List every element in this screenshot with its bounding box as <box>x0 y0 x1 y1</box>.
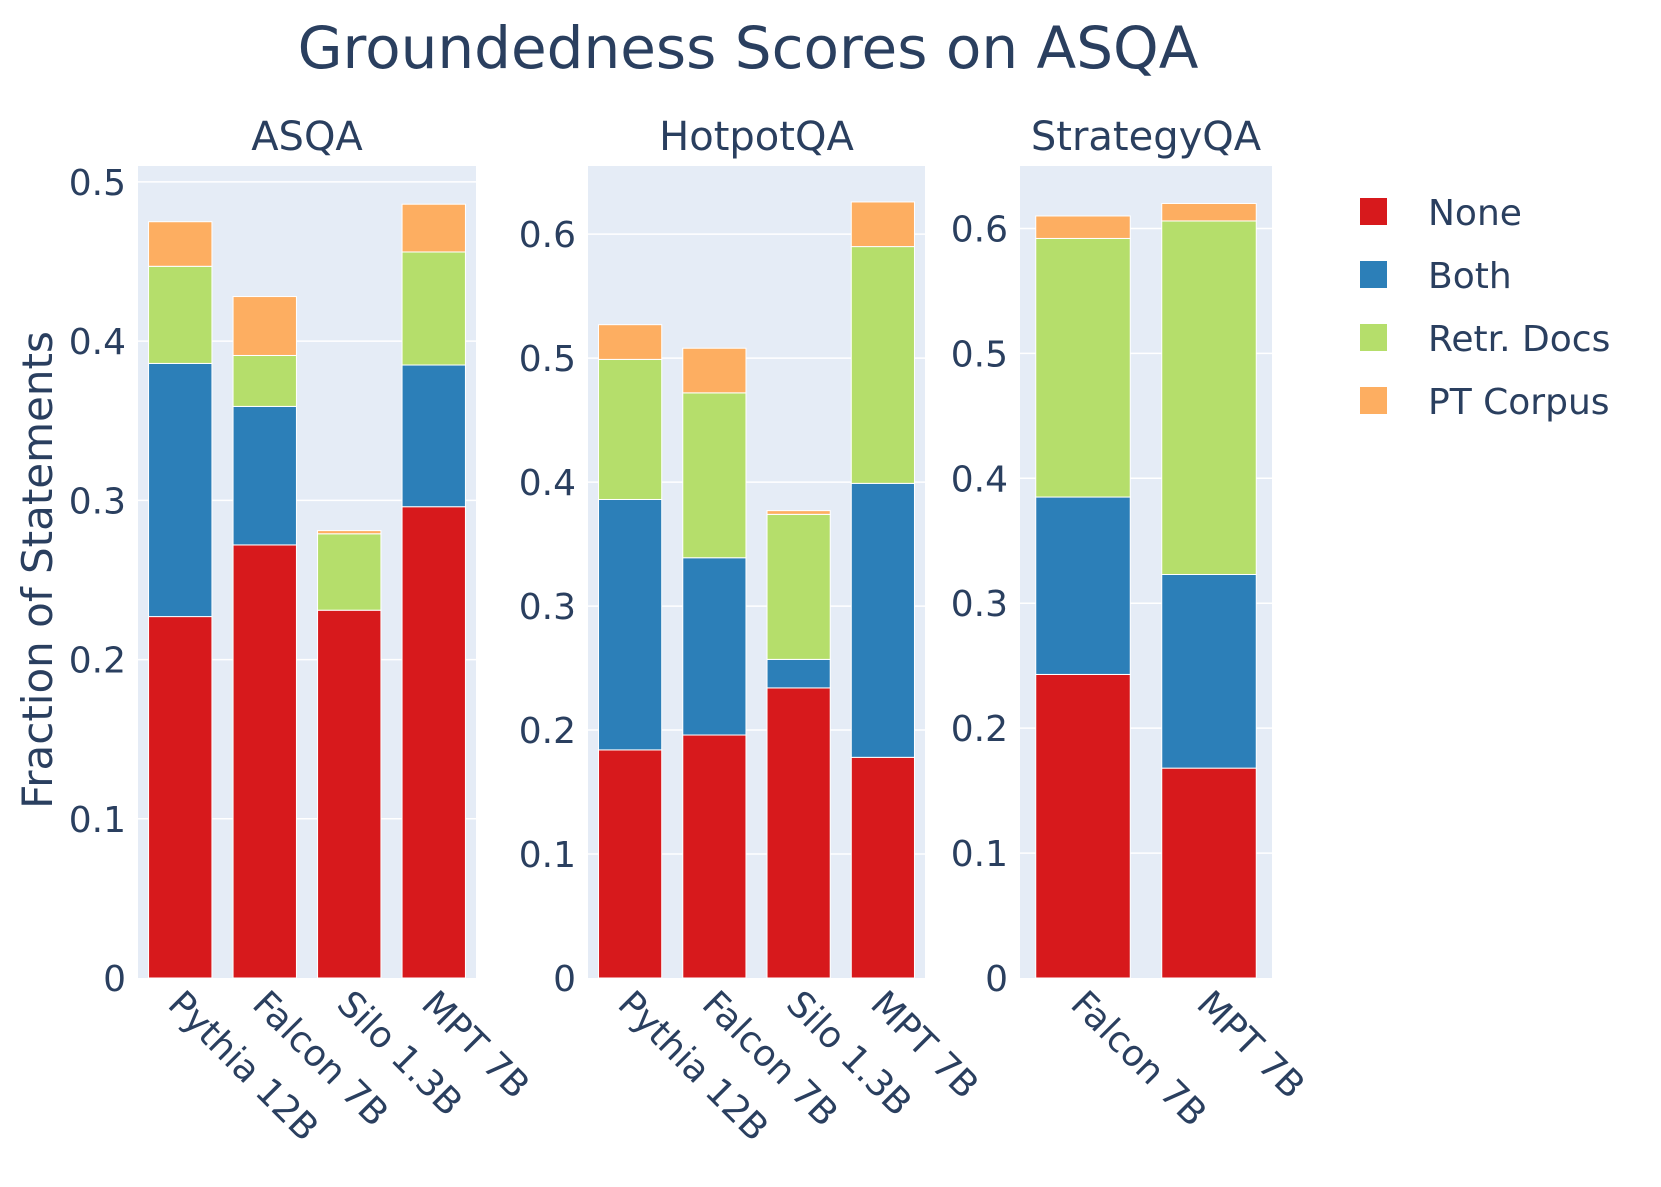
y-tick-label: 0 <box>103 959 126 1000</box>
y-tick-label: 0.3 <box>951 584 1008 625</box>
bar-none-falcon-7b <box>232 544 297 979</box>
bar-none-pythia-12b <box>148 616 213 979</box>
bar-none-mpt-7b <box>401 506 466 979</box>
panel-title: ASQA <box>251 114 363 160</box>
y-tick-label: 0.5 <box>519 339 576 380</box>
legend-swatch <box>1360 198 1387 225</box>
legend-item-none: None <box>1360 193 1522 234</box>
y-tick-label: 0.6 <box>519 215 576 256</box>
legend-label: None <box>1428 193 1522 234</box>
panel-strategyqa: 0 0.1 0.2 0.3 0.4 0.5 0.6 StrategyQA Falcon 7BMP… <box>951 114 1313 1135</box>
bar-both-falcon-7b <box>1035 496 1131 675</box>
legend-item-pt-corpus: PT Corpus <box>1360 382 1610 423</box>
bar-retr-docs-pythia-12b <box>598 358 663 500</box>
legend-swatch <box>1360 261 1387 288</box>
bar-both-falcon-7b <box>682 557 747 736</box>
bar-retr-docs-silo-1-3b <box>317 533 382 611</box>
bar-pt-corpus-silo-1-3b <box>317 530 382 535</box>
bar-none-mpt-7b <box>1161 767 1257 979</box>
y-tick-label: 0.3 <box>519 587 576 628</box>
bar-both-silo-1-3b <box>766 658 831 689</box>
bar-both-pythia-12b <box>148 362 213 618</box>
y-tick-label: 0.1 <box>951 834 1008 875</box>
bar-retr-docs-mpt-7b <box>1161 220 1257 575</box>
bar-pt-corpus-silo-1-3b <box>766 510 831 515</box>
y-tick-label: 0.2 <box>519 711 576 752</box>
bar-pt-corpus-falcon-7b <box>232 296 297 356</box>
bar-pt-corpus-pythia-12b <box>598 324 663 360</box>
legend-label: PT Corpus <box>1428 382 1610 423</box>
x-tick-label: MPT 7B <box>1189 983 1313 1107</box>
y-tick-label: 0.2 <box>69 641 126 682</box>
y-tick-label: 0.4 <box>69 322 126 363</box>
bar-none-silo-1-3b <box>317 609 382 979</box>
chart-title: Groundedness Scores on ASQA <box>298 14 1199 82</box>
bar-retr-docs-mpt-7b <box>401 251 466 366</box>
legend-swatch <box>1360 324 1387 351</box>
y-tick-label: 0.5 <box>69 163 126 204</box>
bar-pt-corpus-falcon-7b <box>682 347 747 394</box>
y-tick-label: 0.5 <box>951 334 1008 375</box>
y-tick-label: 0.1 <box>519 835 576 876</box>
y-tick-label: 0.2 <box>951 709 1008 750</box>
bar-retr-docs-silo-1-3b <box>766 513 831 660</box>
legend-item-retr-docs: Retr. Docs <box>1360 319 1610 360</box>
bar-both-mpt-7b <box>401 364 466 508</box>
bar-retr-docs-falcon-7b <box>232 354 297 407</box>
y-tick-label: 0.3 <box>69 481 126 522</box>
bar-none-mpt-7b <box>850 756 915 979</box>
y-tick-label: 0.1 <box>69 800 126 841</box>
bar-pt-corpus-mpt-7b <box>401 203 466 253</box>
bar-both-falcon-7b <box>232 405 297 546</box>
legend: None Both Retr. Docs PT Corpus <box>1360 193 1610 423</box>
y-tick-label: 0 <box>985 959 1008 1000</box>
bar-pt-corpus-mpt-7b <box>1161 202 1257 222</box>
y-axis-label: Fraction of Statements <box>13 331 62 809</box>
x-tick-label: Falcon 7B <box>1063 983 1214 1134</box>
legend-label: Both <box>1428 256 1512 297</box>
panel-title: HotpotQA <box>659 114 854 160</box>
legend-swatch <box>1360 387 1387 414</box>
bar-retr-docs-falcon-7b <box>1035 237 1131 498</box>
y-tick-label: 0.6 <box>951 209 1008 250</box>
bar-pt-corpus-mpt-7b <box>850 201 915 248</box>
bar-pt-corpus-falcon-7b <box>1035 215 1131 239</box>
bar-pt-corpus-pythia-12b <box>148 221 213 267</box>
y-tick-label: 0 <box>553 959 576 1000</box>
y-tick-label: 0.4 <box>951 459 1008 500</box>
bar-both-pythia-12b <box>598 498 663 751</box>
panel-title: StrategyQA <box>1031 114 1262 160</box>
bar-none-falcon-7b <box>1035 673 1131 979</box>
bar-none-silo-1-3b <box>766 687 831 979</box>
y-tick-label: 0.4 <box>519 463 576 504</box>
bar-retr-docs-falcon-7b <box>682 392 747 559</box>
bar-none-falcon-7b <box>682 734 747 979</box>
legend-label: Retr. Docs <box>1428 319 1610 360</box>
legend-item-both: Both <box>1360 256 1512 297</box>
bar-retr-docs-mpt-7b <box>850 246 915 484</box>
bar-both-mpt-7b <box>1161 573 1257 769</box>
bar-both-mpt-7b <box>850 482 915 758</box>
bar-none-pythia-12b <box>598 749 663 979</box>
bar-retr-docs-pythia-12b <box>148 265 213 364</box>
